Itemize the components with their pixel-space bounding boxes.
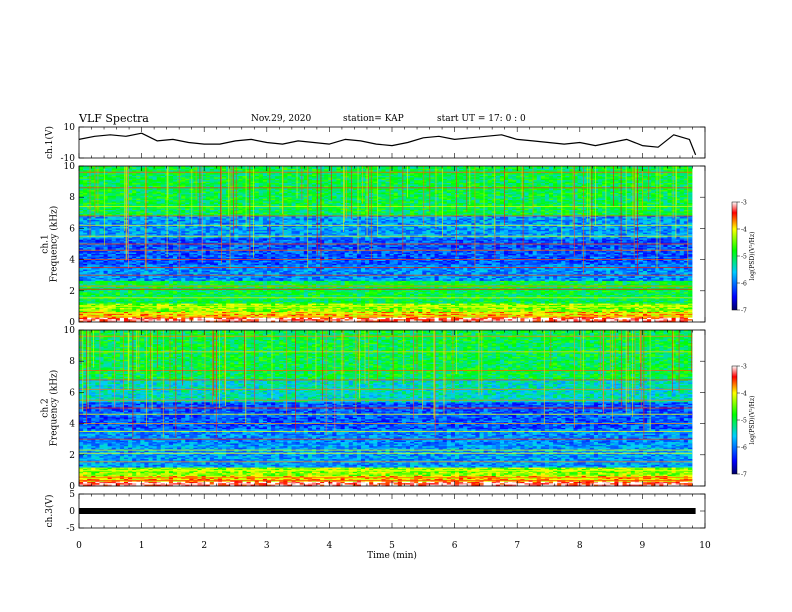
ch1-ylabel: ch.1(V) [44,126,55,159]
ch1-waveform [79,133,696,155]
ch1-spectrogram-heatmap [79,166,692,322]
y-tick-label: 10 [64,123,76,133]
